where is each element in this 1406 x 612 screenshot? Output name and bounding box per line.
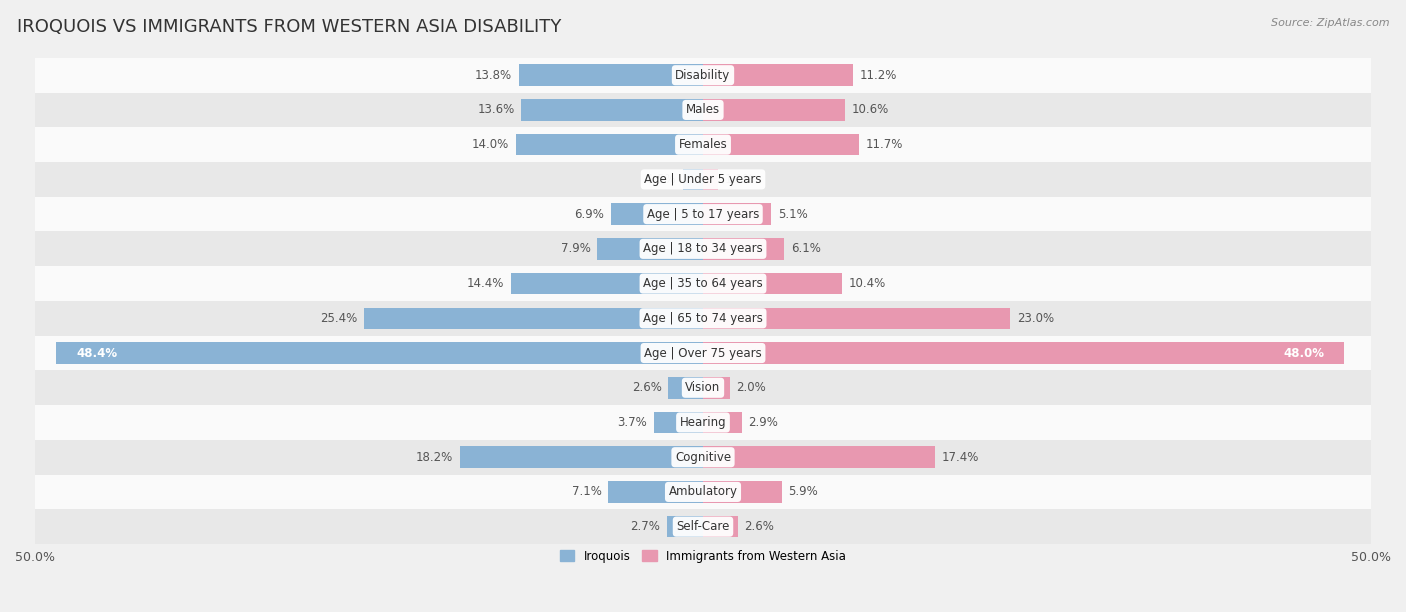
Bar: [510, 273, 703, 294]
Text: Age | 35 to 64 years: Age | 35 to 64 years: [643, 277, 763, 290]
Bar: [35, 474, 1371, 509]
Text: 2.6%: 2.6%: [631, 381, 662, 394]
Bar: [703, 99, 845, 121]
Text: 13.6%: 13.6%: [478, 103, 515, 116]
Text: 2.6%: 2.6%: [744, 520, 775, 533]
Bar: [666, 516, 703, 537]
Text: 25.4%: 25.4%: [319, 312, 357, 325]
Text: 1.5%: 1.5%: [647, 173, 676, 186]
Text: IROQUOIS VS IMMIGRANTS FROM WESTERN ASIA DISABILITY: IROQUOIS VS IMMIGRANTS FROM WESTERN ASIA…: [17, 18, 561, 36]
Text: 6.9%: 6.9%: [574, 207, 605, 220]
Text: 5.9%: 5.9%: [789, 485, 818, 498]
Text: 48.4%: 48.4%: [76, 346, 118, 359]
Bar: [35, 127, 1371, 162]
Bar: [35, 58, 1371, 92]
Bar: [522, 99, 703, 121]
Bar: [703, 377, 730, 398]
Bar: [703, 446, 935, 468]
Text: 14.0%: 14.0%: [472, 138, 509, 151]
Text: 2.7%: 2.7%: [630, 520, 661, 533]
Bar: [609, 481, 703, 502]
Bar: [516, 134, 703, 155]
Bar: [35, 231, 1371, 266]
Bar: [703, 516, 738, 537]
Text: 17.4%: 17.4%: [942, 450, 980, 464]
Bar: [703, 308, 1011, 329]
Text: Disability: Disability: [675, 69, 731, 82]
Text: Age | Under 5 years: Age | Under 5 years: [644, 173, 762, 186]
Text: Self-Care: Self-Care: [676, 520, 730, 533]
Text: Age | 18 to 34 years: Age | 18 to 34 years: [643, 242, 763, 255]
Text: 5.1%: 5.1%: [778, 207, 807, 220]
Text: 10.6%: 10.6%: [851, 103, 889, 116]
Text: 18.2%: 18.2%: [416, 450, 453, 464]
Text: 23.0%: 23.0%: [1017, 312, 1054, 325]
Text: Age | 65 to 74 years: Age | 65 to 74 years: [643, 312, 763, 325]
Text: 13.8%: 13.8%: [475, 69, 512, 82]
Bar: [610, 203, 703, 225]
Bar: [460, 446, 703, 468]
Text: 11.2%: 11.2%: [859, 69, 897, 82]
Text: Males: Males: [686, 103, 720, 116]
Text: Hearing: Hearing: [679, 416, 727, 429]
Bar: [35, 509, 1371, 544]
Text: Age | Over 75 years: Age | Over 75 years: [644, 346, 762, 359]
Bar: [364, 308, 703, 329]
Text: 48.0%: 48.0%: [1284, 346, 1324, 359]
Text: 2.9%: 2.9%: [748, 416, 779, 429]
Bar: [35, 370, 1371, 405]
Bar: [703, 64, 852, 86]
Bar: [703, 134, 859, 155]
Bar: [56, 342, 703, 364]
Text: Age | 5 to 17 years: Age | 5 to 17 years: [647, 207, 759, 220]
Bar: [703, 342, 1344, 364]
Text: Cognitive: Cognitive: [675, 450, 731, 464]
Text: Females: Females: [679, 138, 727, 151]
Bar: [35, 335, 1371, 370]
Bar: [35, 92, 1371, 127]
Bar: [35, 405, 1371, 440]
Bar: [519, 64, 703, 86]
Bar: [703, 412, 742, 433]
Legend: Iroquois, Immigrants from Western Asia: Iroquois, Immigrants from Western Asia: [555, 545, 851, 567]
Bar: [35, 440, 1371, 474]
Bar: [703, 169, 717, 190]
Bar: [35, 266, 1371, 301]
Text: 10.4%: 10.4%: [849, 277, 886, 290]
Bar: [703, 481, 782, 502]
Text: 14.4%: 14.4%: [467, 277, 503, 290]
Bar: [35, 301, 1371, 335]
Text: 7.9%: 7.9%: [561, 242, 591, 255]
Bar: [598, 238, 703, 259]
Text: 1.1%: 1.1%: [724, 173, 754, 186]
Text: Vision: Vision: [685, 381, 721, 394]
Bar: [668, 377, 703, 398]
Text: 11.7%: 11.7%: [866, 138, 904, 151]
Text: Ambulatory: Ambulatory: [668, 485, 738, 498]
Bar: [703, 203, 770, 225]
Bar: [703, 238, 785, 259]
Bar: [654, 412, 703, 433]
Bar: [35, 196, 1371, 231]
Text: 6.1%: 6.1%: [792, 242, 821, 255]
Text: 2.0%: 2.0%: [737, 381, 766, 394]
Text: Source: ZipAtlas.com: Source: ZipAtlas.com: [1271, 18, 1389, 28]
Bar: [683, 169, 703, 190]
Text: 7.1%: 7.1%: [572, 485, 602, 498]
Bar: [35, 162, 1371, 196]
Bar: [703, 273, 842, 294]
Text: 3.7%: 3.7%: [617, 416, 647, 429]
